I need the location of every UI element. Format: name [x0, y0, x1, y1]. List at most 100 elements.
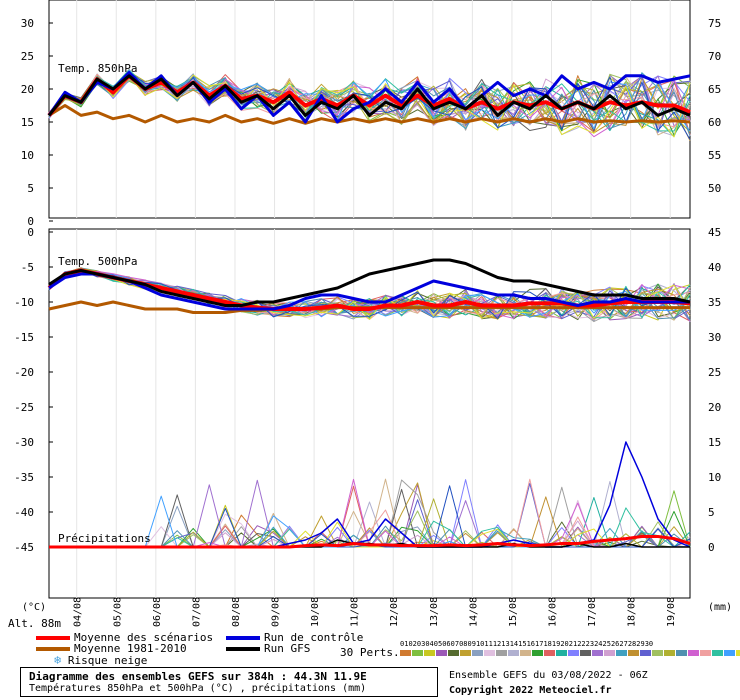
y-tick-label-850-right: 70 — [708, 50, 721, 63]
x-tick-label: 17/08 — [587, 597, 598, 627]
pert-number: 23 — [585, 640, 595, 648]
pert-swatch — [412, 650, 423, 656]
y-tick-label-850: 15 — [21, 116, 34, 129]
legend-gfs-label: Run GFS — [264, 642, 311, 655]
pert-number: 28 — [627, 640, 637, 648]
x-tick-label: 10/08 — [310, 597, 321, 627]
pert-swatch — [736, 650, 740, 656]
pert-swatch — [652, 650, 663, 656]
legend-control: Run de contrôle — [226, 631, 363, 644]
pert-number: 24 — [594, 640, 603, 648]
panel-850-title: Temp. 850hPa — [58, 62, 137, 75]
footer-title: Diagramme des ensembles GEFS sur 384h : … — [29, 670, 367, 683]
pert-number: 07 — [450, 640, 460, 648]
legend-gfs-swatch — [226, 647, 260, 651]
pert-swatch — [712, 650, 723, 656]
pert-number: 27 — [619, 640, 628, 648]
y-tick-label-850: 5 — [27, 182, 34, 195]
y-tick-label-850-right: 55 — [708, 149, 721, 162]
y-tick-label-850: 25 — [21, 50, 34, 63]
pert-number: 26 — [610, 640, 620, 648]
right-unit-label: (mm) — [708, 602, 732, 613]
legend-control-label: Run de contrôle — [264, 631, 364, 644]
x-tick-label: 08/08 — [231, 597, 242, 627]
legend-snow-label: Risque neige — [67, 654, 148, 667]
pert-number: 05 — [433, 640, 443, 648]
snowflake-icon: ❄ — [54, 653, 62, 667]
pert-number: 15 — [518, 640, 527, 648]
member-850-line — [48, 74, 691, 133]
pert-swatch — [640, 650, 651, 656]
legend-snow: ❄ Risque neige — [54, 653, 147, 667]
y-tick-label-500: -35 — [14, 471, 34, 484]
x-tick-label: 13/08 — [429, 597, 440, 627]
series-500-line — [48, 272, 690, 311]
y-tick-label-500: -5 — [21, 261, 34, 274]
x-tick-label: 19/08 — [666, 597, 677, 627]
series-850-line — [48, 104, 691, 125]
footer-box: Diagramme des ensembles GEFS sur 384h : … — [20, 667, 438, 697]
pert-swatch — [628, 650, 639, 656]
series-precip-line — [49, 535, 691, 549]
y-tick-label-prec-right: 0 — [708, 541, 715, 554]
pert-number: 11 — [484, 640, 493, 648]
member-850-line — [48, 74, 691, 138]
y-tick-label-850: 20 — [21, 83, 34, 96]
y-tick-label-prec-right: 40 — [708, 261, 721, 274]
perturbation-legend: 0102030405060708091011121314151617181920… — [400, 640, 740, 656]
legend-mean: Moyenne des scénarios — [36, 631, 213, 644]
x-tick-label: 11/08 — [350, 597, 361, 627]
y-tick-label-850-right: 65 — [708, 83, 721, 96]
pert-number: 14 — [509, 640, 519, 648]
pert-number: 12 — [492, 640, 502, 648]
left-unit-label: (°C) — [22, 602, 46, 613]
altitude-label: Alt. 88m — [8, 617, 61, 630]
legend-climate-label: Moyenne 1981-2010 — [74, 642, 187, 655]
pert-swatch — [424, 650, 435, 656]
panel-500-frame — [48, 228, 691, 599]
x-tick-label: 18/08 — [627, 597, 638, 627]
y-tick-label-500: -25 — [14, 401, 34, 414]
y-tick-label-850-right: 50 — [708, 182, 721, 195]
panel-850-frame — [48, 0, 691, 219]
pert-number: 21 — [568, 640, 578, 648]
y-tick-label-850-right: 60 — [708, 116, 721, 129]
y-tick-label-prec-right: 20 — [708, 401, 721, 414]
pert-number: 02 — [408, 640, 417, 648]
pert-swatch — [592, 650, 603, 656]
pert-number: 06 — [442, 640, 451, 648]
x-tick-label: 16/08 — [548, 597, 559, 627]
pert-number: 03 — [416, 640, 426, 648]
legend-mean-swatch — [36, 636, 70, 640]
legend-climate: Moyenne 1981-2010 — [36, 642, 187, 655]
pert-number: 18 — [543, 640, 552, 648]
pert-swatch — [496, 650, 507, 656]
pert-number: 29 — [636, 640, 645, 648]
footer-run: Ensemble GEFS du 03/08/2022 - 06Z — [449, 670, 648, 681]
pert-swatch — [568, 650, 579, 656]
y-tick-label-500: -10 — [14, 296, 34, 309]
y-tick-label-850: 30 — [21, 17, 34, 30]
y-tick-label-500: 0 — [27, 226, 34, 239]
pert-swatch — [436, 650, 447, 656]
y-tick-label-850: 10 — [21, 149, 34, 162]
x-tick-label: 14/08 — [468, 597, 479, 627]
legend-mean-label: Moyenne des scénarios — [74, 631, 214, 644]
y-tick-label-prec-right: 5 — [708, 506, 715, 519]
x-tick-label: 06/08 — [152, 597, 163, 627]
x-tick-label: 12/08 — [389, 597, 400, 627]
y-tick-label-prec-right: 10 — [708, 471, 721, 484]
pert-swatch — [580, 650, 591, 656]
pert-swatch — [664, 650, 675, 656]
pert-swatch — [508, 650, 519, 656]
pert-swatch — [484, 650, 495, 656]
pert-number: 20 — [560, 640, 569, 648]
member-500-line — [48, 269, 691, 320]
footer-copyright: Copyright 2022 Meteociel.fr — [449, 685, 612, 696]
pert-swatch — [556, 650, 567, 656]
pert-number: 22 — [577, 640, 586, 648]
series-850-line — [47, 74, 691, 117]
pert-swatch — [448, 650, 459, 656]
y-tick-label-500: -15 — [14, 331, 34, 344]
pert-swatch — [688, 650, 699, 656]
